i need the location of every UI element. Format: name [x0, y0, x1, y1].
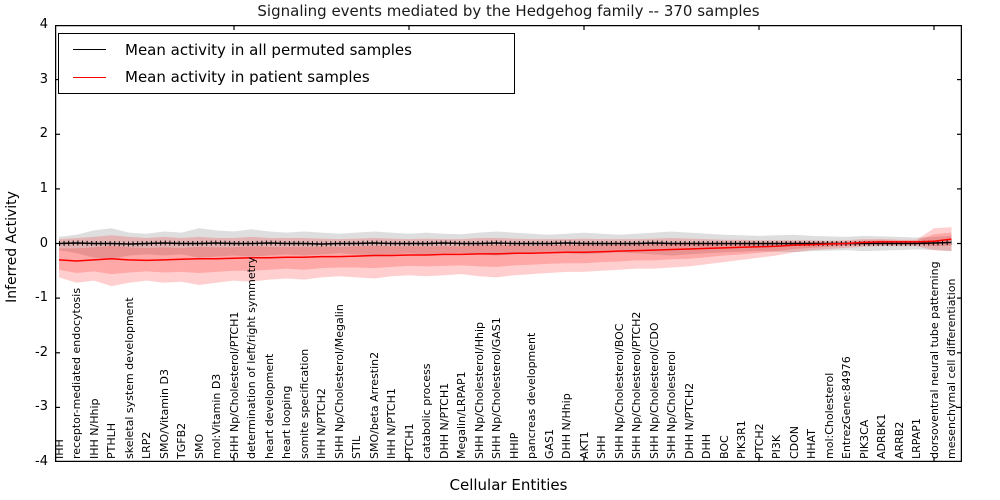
y-tick-label: 4 — [39, 17, 48, 32]
x-tick-label: SHH Np/Cholesterol — [665, 350, 678, 459]
x-tick-label: IHH N/Hhip — [87, 398, 101, 460]
chart-title: Signaling events mediated by the Hedgeho… — [257, 2, 760, 20]
plot-area — [55, 25, 962, 462]
x-tick-label: SMO/beta Arrestin2 — [367, 351, 381, 459]
legend-label: Mean activity in patient samples — [125, 68, 370, 87]
x-tick-label: SHH Np/Cholesterol/PTCH2 — [630, 311, 643, 459]
x-tick-label: DHH N/PTCH1 — [437, 382, 451, 459]
x-tick-label: dorsoventral neural tube patterning — [927, 261, 941, 459]
x-axis-title: Cellular Entities — [449, 476, 568, 494]
y-tick-label: -4 — [35, 454, 48, 469]
y-tick-label: 3 — [39, 71, 48, 87]
x-tick-label: HHIP — [507, 432, 521, 459]
x-tick-label: DHH N/PTCH2 — [682, 382, 696, 459]
x-tick-label: determination of left/right symmetry — [245, 257, 258, 459]
x-tick-label: SMO — [192, 433, 206, 459]
x-tick-label: HHAT — [805, 429, 818, 459]
x-tick-label: heart development — [262, 353, 276, 459]
x-tick-label: STIL — [350, 435, 363, 459]
x-tick-label: PTHLH — [105, 422, 118, 459]
x-tick-label: skeletal system development — [122, 297, 136, 459]
x-tick-label: PI3K — [770, 434, 783, 459]
x-tick-label: PIK3R1 — [735, 420, 748, 459]
permuted-mean-line — [58, 241, 952, 245]
y-tick-label: -2 — [35, 344, 48, 360]
legend-entry-permuted: Mean activity in all permuted samples — [59, 38, 514, 62]
x-tick-label: SHH Np/Cholesterol/CDO — [647, 322, 661, 459]
x-tick-label: catabolic process — [420, 363, 433, 459]
x-tick-label: IHH N/PTCH2 — [315, 388, 328, 459]
x-tick-label: Megalin/LRPAP1 — [455, 371, 468, 459]
legend-line-sample-red — [73, 76, 106, 78]
x-tick-label: LRP2 — [140, 431, 153, 459]
x-tick-label: AKT1 — [577, 431, 591, 459]
legend-entry-patient: Mean activity in patient samples — [59, 65, 514, 89]
x-tick-label: SHH Np/Cholesterol/PTCH1 — [227, 311, 241, 459]
x-tick-label: PTCH2 — [752, 423, 766, 459]
legend: Mean activity in all permuted samples Me… — [58, 33, 515, 94]
x-tick-label: PIK3CA — [857, 419, 871, 459]
patient-mean-line — [58, 238, 952, 262]
y-tick-label: -3 — [35, 399, 48, 415]
x-tick-label: heart looping — [280, 385, 293, 459]
x-tick-label: mol:Cholesterol — [822, 372, 836, 459]
legend-label: Mean activity in all permuted samples — [125, 40, 412, 59]
y-tick-label: 0 — [39, 235, 48, 251]
x-tick-label: mol:Vitamin D3 — [210, 373, 223, 459]
x-tick-label: SHH Np/Cholesterol/Megalin — [332, 304, 346, 459]
x-tick-label: SHH Np/Cholesterol/BOC — [612, 323, 626, 459]
y-tick-label: 2 — [39, 126, 48, 142]
legend-line-sample-black — [73, 49, 106, 51]
x-tick-label: IHH — [52, 439, 66, 459]
x-tick-label: SHH Np/Cholesterol/GAS1 — [490, 317, 503, 459]
x-tick-label: DHH N/Hhip — [560, 393, 573, 459]
x-tick-label: DHH — [700, 433, 713, 459]
x-tick-label: PTCH1 — [402, 423, 416, 459]
y-axis-title: Inferred Activity — [4, 191, 20, 303]
x-tick-label: mesenchymal cell differentiation — [945, 278, 958, 459]
x-tick-label: TGFB2 — [175, 422, 188, 459]
x-tick-label: EntrezGene:84976 — [840, 356, 853, 459]
x-tick-label: SHH Np/Cholesterol/Hhip — [472, 321, 486, 459]
y-tick-label: 1 — [39, 180, 48, 196]
x-tick-label: receptor-mediated endocytosis — [70, 287, 83, 459]
x-tick-label: LRPAP1 — [910, 418, 923, 459]
x-tick-label: pancreas development — [525, 332, 538, 459]
x-tick-label: SMO/Vitamin D3 — [157, 369, 171, 459]
x-tick-label: GAS1 — [542, 428, 556, 459]
x-tick-label: SHH — [595, 435, 608, 459]
x-tick-label: somite specification — [297, 348, 311, 459]
band-patient-samples-range-outer — [59, 227, 952, 287]
y-tick-label: -1 — [35, 290, 48, 306]
x-tick-label: BOC — [717, 435, 731, 459]
x-tick-label: ARRB2 — [892, 421, 906, 459]
x-tick-label: ADRBK1 — [875, 413, 888, 459]
x-tick-label: IHH N/PTCH1 — [385, 388, 398, 459]
x-tick-label: CDON — [787, 425, 801, 459]
